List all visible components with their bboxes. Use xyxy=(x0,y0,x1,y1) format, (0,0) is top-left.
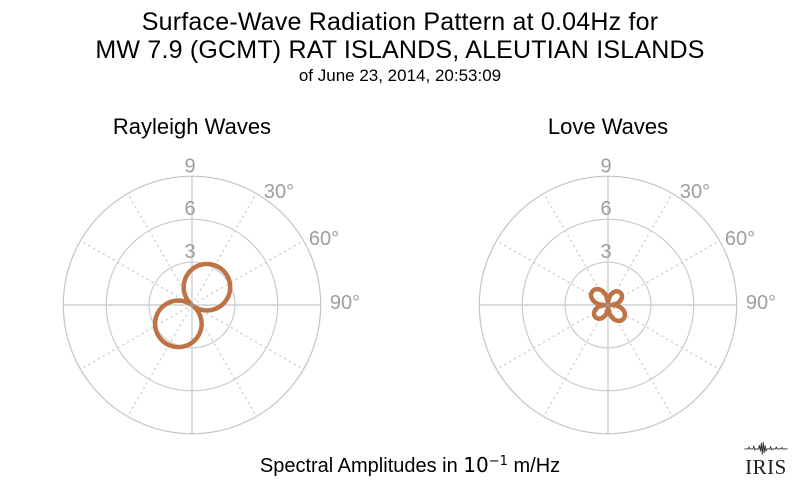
title-date-line: of June 23, 2014, 20:53:09 xyxy=(298,66,502,85)
polar-center-dot xyxy=(189,302,195,308)
r-tick-label-3: 3 xyxy=(184,241,195,263)
theta-tick-label-90deg: 90° xyxy=(330,292,360,314)
polar-grid-radial-300 xyxy=(79,240,188,303)
iris-logo-text: IRIS xyxy=(745,455,787,479)
polar-center-dot xyxy=(605,302,611,308)
title-line-2: MW 7.9 (GCMT) RAT ISLANDS, ALEUTIAN ISLA… xyxy=(95,36,705,64)
polar-grid-radial-240 xyxy=(79,307,188,371)
amplitude-units-caption: Spectral Amplitudes in 10−1 m/Hz xyxy=(100,452,720,482)
seismogram-icon xyxy=(744,441,788,455)
title-line-1: Surface-Wave Radiation Pattern at 0.04Hz… xyxy=(141,8,659,36)
caption-suffix: m/Hz xyxy=(507,455,561,477)
polar-grid-radial-300 xyxy=(495,240,604,303)
r-tick-label-3: 3 xyxy=(600,241,611,263)
polar-grid-radial-60 xyxy=(196,240,305,303)
figure-title-block: Surface-Wave Radiation Pattern at 0.04Hz… xyxy=(0,8,800,86)
r-tick-label-9: 9 xyxy=(600,155,611,177)
iris-logo: IRIS xyxy=(740,441,792,478)
r-tick-label-6: 6 xyxy=(600,198,611,220)
polar-grid-radial-120 xyxy=(612,307,721,371)
rayleigh-polar-plot: 3 6 9 30° 60° 90° xyxy=(62,155,360,435)
r-tick-label-9: 9 xyxy=(184,155,195,177)
theta-tick-label-60deg: 60° xyxy=(725,228,755,250)
radiation-pattern-curve xyxy=(152,261,233,350)
caption-exponent: −1 xyxy=(488,454,508,469)
theta-tick-label-60deg: 60° xyxy=(309,228,339,250)
polar-grid-radial-30 xyxy=(194,192,258,301)
polar-grid-radial-330 xyxy=(543,192,606,301)
polar-grid-radial-240 xyxy=(495,307,604,371)
polar-grid-radial-60 xyxy=(612,240,721,303)
polar-grid-radial-330 xyxy=(127,192,190,301)
polar-grid-radial-120 xyxy=(196,307,305,371)
rayleigh-plot-title: Rayleigh Waves xyxy=(112,114,272,139)
caption-base: 10 xyxy=(463,453,489,477)
theta-tick-label-30deg: 30° xyxy=(680,181,710,203)
love-polar-plot: 3 6 9 30° 60° 90° xyxy=(478,155,776,435)
polar-grid-radial-210 xyxy=(127,309,190,418)
theta-tick-label-30deg: 30° xyxy=(264,181,294,203)
love-plot-title: Love Waves xyxy=(547,114,669,139)
caption-prefix: Spectral Amplitudes in xyxy=(259,455,464,477)
theta-tick-label-90deg: 90° xyxy=(746,292,776,314)
polar-grid-radial-210 xyxy=(543,309,606,418)
r-tick-label-6: 6 xyxy=(184,198,195,220)
polar-grid-radial-30 xyxy=(610,192,674,301)
polar-grid-radial-150 xyxy=(610,309,674,418)
polar-grid-radial-150 xyxy=(194,309,258,418)
